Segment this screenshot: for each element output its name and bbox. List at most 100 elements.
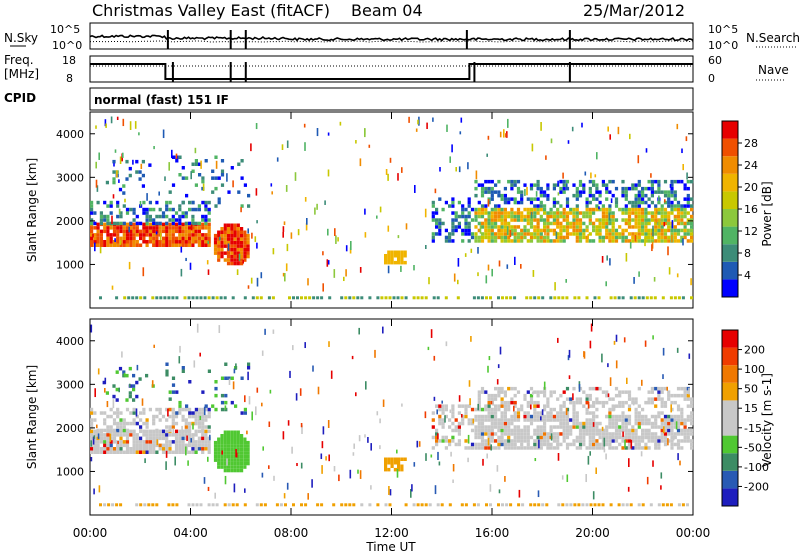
cell xyxy=(578,432,583,436)
cell xyxy=(228,378,231,385)
cell xyxy=(644,414,648,419)
cell xyxy=(598,432,602,436)
cell xyxy=(233,447,237,452)
cell xyxy=(365,381,367,390)
cell xyxy=(624,432,628,436)
cell xyxy=(438,407,442,412)
cell xyxy=(204,404,208,408)
cell xyxy=(676,347,679,353)
cell xyxy=(142,443,146,448)
cell xyxy=(450,451,452,457)
cell xyxy=(562,411,566,415)
cell xyxy=(501,503,504,507)
cell xyxy=(565,408,568,416)
cell xyxy=(230,227,234,231)
cell xyxy=(608,179,612,184)
cell xyxy=(487,199,490,207)
cell xyxy=(539,218,543,222)
cell xyxy=(601,400,605,405)
cell xyxy=(204,443,208,448)
cell xyxy=(510,400,514,405)
cell xyxy=(220,440,224,445)
cell xyxy=(165,362,169,366)
cell xyxy=(181,222,185,227)
cell xyxy=(654,414,658,419)
cell xyxy=(546,404,550,408)
cell xyxy=(572,183,576,187)
cell xyxy=(220,454,224,459)
cell xyxy=(637,439,641,443)
cell xyxy=(148,229,152,234)
cell xyxy=(153,344,155,348)
cell xyxy=(624,418,628,422)
cell xyxy=(641,221,645,226)
cell xyxy=(125,243,130,247)
cell xyxy=(145,218,149,222)
cell xyxy=(240,434,244,438)
cell xyxy=(195,503,199,507)
cell xyxy=(533,232,537,236)
cell xyxy=(358,327,360,335)
cell xyxy=(197,240,201,244)
cell xyxy=(464,414,468,419)
cell xyxy=(598,221,602,226)
cell xyxy=(132,229,136,234)
cell xyxy=(139,418,143,422)
cell xyxy=(142,207,146,212)
cell xyxy=(559,407,563,412)
cell xyxy=(425,453,427,461)
cell xyxy=(543,393,547,398)
cell xyxy=(533,404,537,408)
cell xyxy=(198,162,202,166)
cell xyxy=(625,503,629,507)
cell xyxy=(400,464,404,468)
cell xyxy=(490,193,494,198)
cell xyxy=(650,211,654,215)
cell xyxy=(158,418,162,422)
cell xyxy=(243,240,247,245)
cell xyxy=(507,225,511,229)
cell xyxy=(112,418,117,422)
cell xyxy=(484,232,488,236)
cell xyxy=(565,425,570,429)
cell xyxy=(307,278,309,286)
cell xyxy=(98,485,101,493)
cell xyxy=(109,211,113,215)
cell xyxy=(539,425,543,429)
cell xyxy=(233,230,237,234)
cell xyxy=(168,407,172,412)
cell xyxy=(139,440,143,444)
cell xyxy=(480,390,485,394)
cell xyxy=(158,429,162,434)
cell xyxy=(484,425,488,429)
cell xyxy=(236,447,240,452)
cell xyxy=(575,411,579,415)
cell xyxy=(533,207,537,212)
cell xyxy=(135,214,139,219)
cell xyxy=(139,236,143,241)
cell xyxy=(441,407,445,412)
cell xyxy=(194,411,198,415)
cell xyxy=(582,190,586,194)
cell xyxy=(165,447,169,451)
cell xyxy=(240,411,244,415)
cell xyxy=(300,462,303,469)
cell xyxy=(296,463,298,467)
cell xyxy=(404,503,408,507)
cell xyxy=(96,424,98,429)
cell xyxy=(220,400,225,405)
cell xyxy=(340,503,344,507)
cell xyxy=(631,239,635,243)
cell xyxy=(92,233,94,238)
cell xyxy=(103,200,107,205)
cell xyxy=(618,442,622,447)
cell xyxy=(546,211,550,215)
cell xyxy=(644,442,648,447)
cell xyxy=(158,229,162,234)
cell xyxy=(440,503,444,507)
cell xyxy=(220,461,224,466)
cell xyxy=(90,243,94,247)
cell xyxy=(184,443,188,448)
cell xyxy=(116,221,120,226)
